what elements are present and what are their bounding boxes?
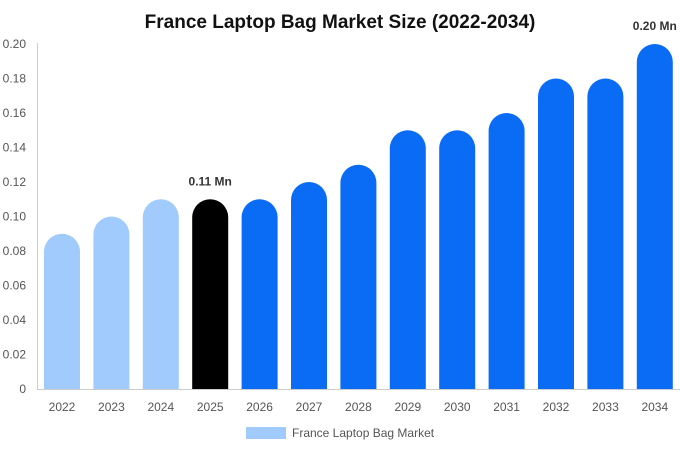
x-tick-label: 2026 — [246, 400, 273, 414]
y-tick-label: 0.18 — [3, 72, 27, 86]
x-tick-label: 2027 — [296, 400, 323, 414]
x-tick-label: 2023 — [98, 400, 125, 414]
x-tick-label: 2033 — [592, 400, 619, 414]
y-tick-label: 0.16 — [3, 106, 27, 120]
y-tick-label: 0.12 — [3, 175, 27, 189]
bar-2024[interactable] — [142, 199, 179, 389]
bar-2028[interactable] — [340, 164, 377, 389]
bar-2027[interactable] — [291, 182, 327, 389]
y-tick-label: 0.10 — [3, 210, 27, 224]
data-label-2034: 0.20 Mn — [633, 19, 677, 33]
y-tick-label: 0.06 — [3, 279, 27, 293]
bar-2022[interactable] — [44, 233, 80, 389]
bar-2034[interactable] — [636, 44, 673, 389]
bar-2031[interactable] — [488, 113, 525, 390]
y-tick-label: 0.04 — [3, 313, 27, 327]
data-label-2025: 0.11 Mn — [189, 174, 232, 188]
y-axis-ticks: 0 0.02 0.04 0.06 0.08 0.10 0.12 0.14 0.16 0.18 0.2… — [3, 37, 27, 396]
x-tick-label: 2031 — [493, 400, 520, 414]
y-tick-label: 0.02 — [3, 348, 27, 362]
data-labels: 0.11 Mn 0.20 Mn — [189, 19, 677, 188]
y-tick-label: 0.08 — [3, 244, 27, 258]
y-tick-label: 0.14 — [3, 141, 27, 155]
y-tick-label: 0 — [19, 382, 26, 396]
bar-2029[interactable] — [389, 130, 426, 390]
x-tick-label: 2030 — [444, 400, 471, 414]
bars — [44, 44, 673, 390]
x-tick-label: 2032 — [543, 400, 570, 414]
legend-swatch[interactable] — [246, 427, 286, 439]
x-tick-label: 2025 — [197, 400, 224, 414]
x-tick-label: 2022 — [49, 400, 76, 414]
x-tick-label: 2029 — [394, 400, 421, 414]
x-axis-ticks: 2022 2023 2024 2025 2026 2027 2028 2029 2030 2031… — [49, 400, 669, 414]
bar-2025[interactable] — [192, 199, 229, 389]
bar-2033[interactable] — [587, 78, 624, 390]
x-tick-label: 2028 — [345, 400, 372, 414]
legend-label[interactable]: France Laptop Bag Market — [292, 426, 435, 440]
chart-title: France Laptop Bag Market Size (2022-2034… — [145, 12, 536, 33]
bar-2026[interactable] — [241, 199, 278, 389]
bar-2032[interactable] — [538, 78, 574, 390]
bar-2023[interactable] — [93, 216, 130, 389]
bar-2030[interactable] — [439, 130, 476, 390]
x-tick-label: 2024 — [147, 400, 174, 414]
legend[interactable]: France Laptop Bag Market — [246, 426, 435, 440]
x-tick-label: 2034 — [641, 400, 668, 414]
y-tick-label: 0.20 — [3, 37, 27, 51]
